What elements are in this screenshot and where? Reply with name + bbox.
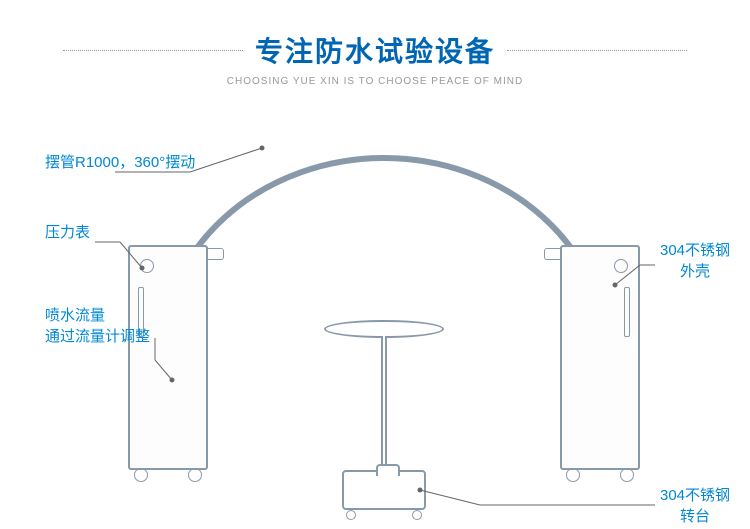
caster-icon <box>346 510 356 520</box>
gauge-icon <box>614 259 628 273</box>
label-shell-line1: 304不锈钢 <box>660 242 730 259</box>
turntable-pole <box>381 336 387 466</box>
caster-icon <box>134 468 148 482</box>
caster-icon <box>620 468 634 482</box>
page-subtitle: CHOOSING YUE XIN IS TO CHOOSE PEACE OF M… <box>0 76 750 87</box>
label-shell: 304不锈钢 外壳 <box>660 240 730 282</box>
pressure-gauge-icon <box>140 259 154 273</box>
joint-left <box>206 248 224 260</box>
turntable-base <box>342 470 426 510</box>
label-table-line2: 转台 <box>680 508 710 525</box>
label-table-line1: 304不锈钢 <box>660 487 730 504</box>
caster-icon <box>188 468 202 482</box>
cabinet-left <box>128 245 208 470</box>
label-flow-line1: 喷水流量 <box>45 307 105 324</box>
slot-icon <box>624 287 630 337</box>
label-shell-line2: 外壳 <box>680 263 710 280</box>
label-arc: 摆管R1000，360°摆动 <box>45 152 195 173</box>
caster-icon <box>412 510 422 520</box>
label-flow: 喷水流量 通过流量计调整 <box>45 305 150 347</box>
cabinet-right <box>560 245 640 470</box>
label-gauge: 压力表 <box>45 222 90 243</box>
header: 专注防水试验设备 CHOOSING YUE XIN IS TO CHOOSE P… <box>0 0 750 87</box>
caster-icon <box>566 468 580 482</box>
dots-left <box>63 50 243 51</box>
page-title: 专注防水试验设备 <box>255 30 495 70</box>
label-table: 304不锈钢 转台 <box>660 485 730 527</box>
dots-right <box>507 50 687 51</box>
equipment-diagram: 摆管R1000，360°摆动 压力表 喷水流量 通过流量计调整 304不锈钢 外… <box>0 110 750 529</box>
title-row: 专注防水试验设备 <box>0 30 750 70</box>
label-flow-line2: 通过流量计调整 <box>45 328 150 345</box>
turntable <box>324 320 444 510</box>
